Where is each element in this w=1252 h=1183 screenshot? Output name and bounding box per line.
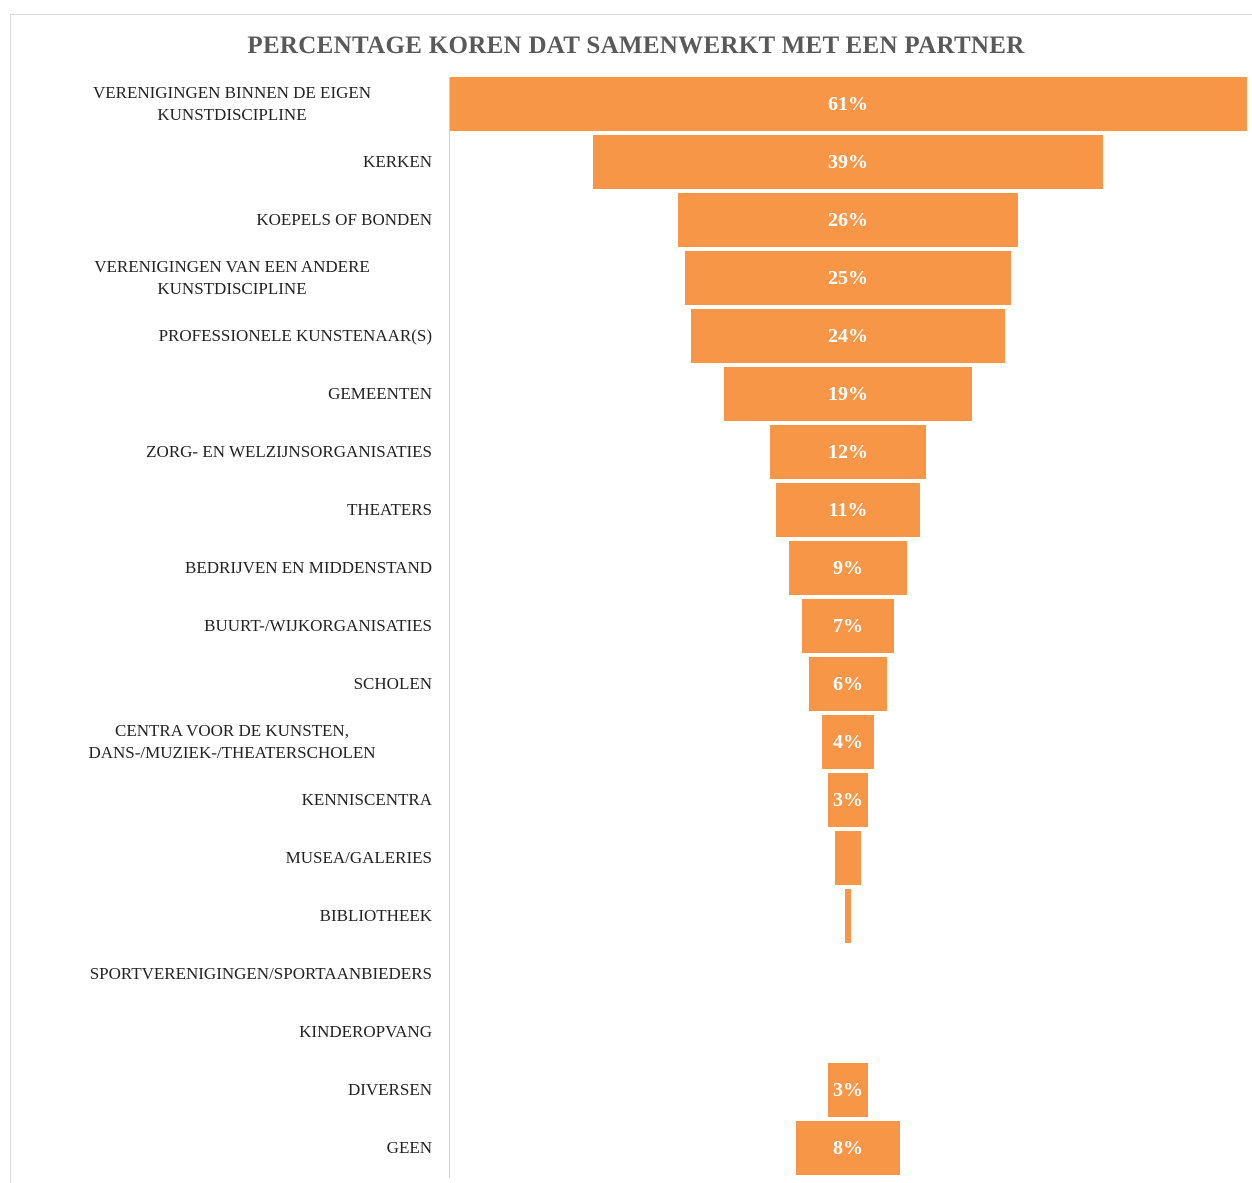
bar [684,251,1012,305]
value-label: 12% [828,441,868,463]
value-label: 3% [833,789,863,811]
category-label-box: SPORTVERENIGINGEN/SPORTAANBIEDERS [32,947,432,1001]
category-label-box: KOEPELS OF BONDEN [32,193,432,247]
bar [844,889,852,943]
bar [723,367,973,421]
category-label-box: GEMEENTEN [32,367,432,421]
bar [802,599,894,653]
category-label: PROFESSIONELE KUNSTENAAR(S) [158,326,432,345]
category-label-box: CENTRA VOOR DE KUNSTEN, DANS-/MUZIEK-/TH… [32,715,432,769]
bar [449,77,1247,131]
category-label: BUURT-/WIJKORGANISATIES [204,616,432,635]
category-label: ZORG- EN WELZIJNSORGANISATIES [146,442,432,461]
category-label: DIVERSEN [347,1080,432,1099]
value-label: 61% [828,93,868,115]
value-label: 4% [833,731,863,753]
axis-line [449,78,450,1178]
bar [795,1121,901,1175]
category-label-box: VERENIGINGEN BINNEN DE EIGEN KUNSTDISCIP… [32,77,432,131]
value-label: 6% [833,673,863,695]
bar [691,309,1005,363]
category-label: BIBLIOTHEEK [319,906,432,925]
value-label: 8% [833,1137,863,1159]
bar [808,657,888,711]
value-label: 3% [833,1079,863,1101]
bar [776,483,920,537]
bar [828,773,868,827]
bar [678,193,1018,247]
category-label-box: ZORG- EN WELZIJNSORGANISATIES [32,425,432,479]
value-label: 19% [828,383,868,405]
category-label-box: KINDEROPVANG [32,1005,432,1059]
category-label: BEDRIJVEN EN MIDDENSTAND [184,558,432,577]
value-label: 7% [833,615,863,637]
category-label-box: KERKEN [32,135,432,189]
category-label-box: PROFESSIONELE KUNSTENAAR(S) [32,309,432,363]
bar [828,1063,868,1117]
category-label: THEATERS [347,500,432,519]
category-label-box: BUURT-/WIJKORGANISATIES [32,599,432,653]
category-label-box: MUSEA/GALERIES [32,831,432,885]
category-label-box: KENNISCENTRA [32,773,432,827]
chart-frame [10,14,1252,1183]
value-label: 9% [833,557,863,579]
value-label: 25% [828,267,868,289]
value-label: 24% [828,325,868,347]
bar [834,831,862,885]
category-label-box: VERENIGINGEN VAN EEN ANDERE KUNSTDISCIPL… [32,251,432,305]
category-label: VERENIGINGEN BINNEN DE EIGEN KUNSTDISCIP… [92,83,372,124]
category-label-box: BEDRIJVEN EN MIDDENSTAND [32,541,432,595]
bar [593,135,1103,189]
bar [821,715,875,769]
category-label: KENNISCENTRA [301,790,432,809]
category-label: MUSEA/GALERIES [285,848,432,867]
category-label: CENTRA VOOR DE KUNSTEN, DANS-/MUZIEK-/TH… [88,721,376,762]
category-label: SCHOLEN [353,674,432,693]
category-label-box: BIBLIOTHEEK [32,889,432,943]
category-label-box: SCHOLEN [32,657,432,711]
chart-title: PERCENTAGE KOREN DAT SAMENWERKT MET EEN … [247,32,1025,59]
value-label: 11% [828,499,868,521]
category-label: KINDEROPVANG [299,1022,432,1041]
value-label: 39% [828,151,868,173]
category-label-box: GEEN [32,1121,432,1175]
category-label-box: THEATERS [32,483,432,537]
category-label: GEMEENTEN [328,384,432,403]
bar [789,541,907,595]
category-label: VERENIGINGEN VAN EEN ANDERE KUNSTDISCIPL… [94,257,370,298]
category-label: KERKEN [363,152,432,171]
value-label: 26% [828,209,868,231]
bar [769,425,927,479]
category-label: KOEPELS OF BONDEN [256,210,432,229]
category-label: GEEN [386,1138,432,1157]
category-label: SPORTVERENIGINGEN/SPORTAANBIEDERS [89,964,432,983]
category-label-box: DIVERSEN [32,1063,432,1117]
